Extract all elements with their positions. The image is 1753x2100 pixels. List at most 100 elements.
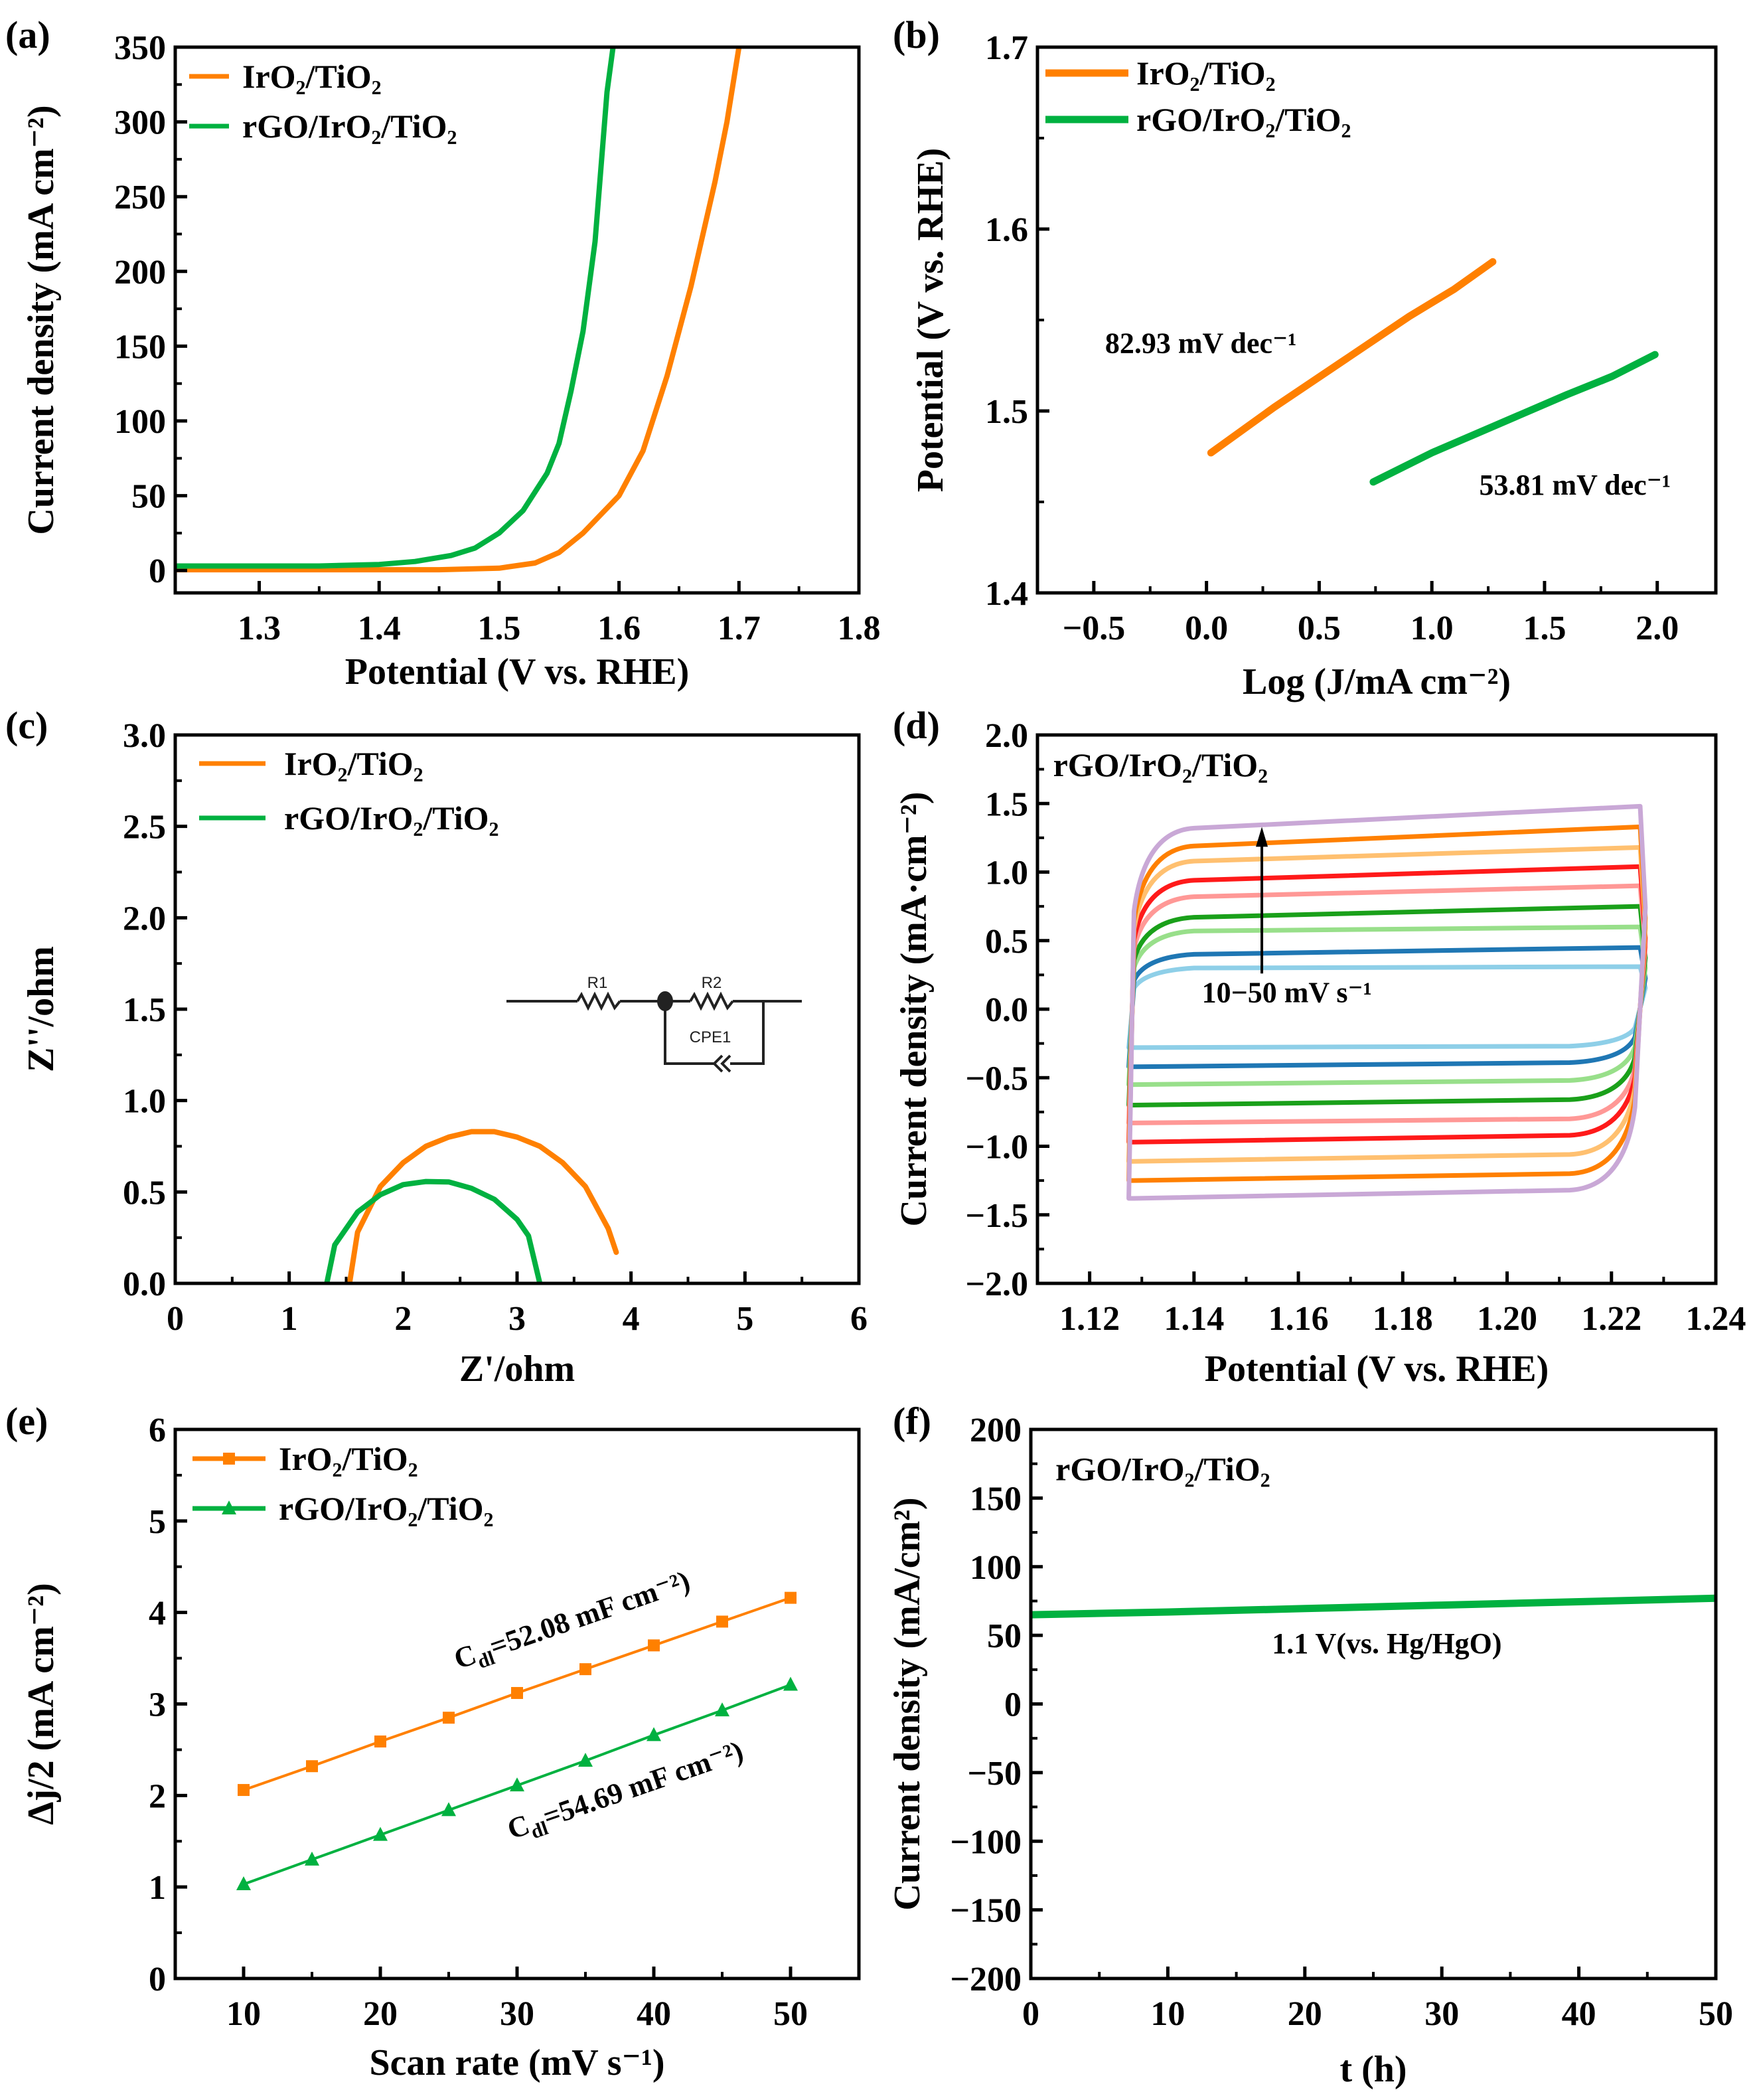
axes-frame — [1035, 733, 1718, 1285]
data-point-rgo-iro2-tio2 — [647, 1727, 661, 1741]
data-point-rgo-iro2-tio2 — [510, 1777, 524, 1792]
cdl-annotation: Cdl=54.69 mF cm⁻²) — [503, 1734, 749, 1850]
y-tick-label: 6 — [149, 1412, 166, 1449]
axes-frame — [173, 45, 861, 595]
y-tick-label: 0 — [1004, 1686, 1022, 1724]
y-tick-label: 4 — [149, 1595, 166, 1633]
x-axis-title: Potential (V vs. RHE) — [1205, 1348, 1549, 1390]
x-tick-label: 1.18 — [1373, 1300, 1433, 1338]
x-tick-label: 1.16 — [1268, 1300, 1329, 1338]
data-point-rgo-iro2-tio2 — [236, 1876, 251, 1891]
tafel-slope-iro2: 82.93 mV dec⁻¹ — [1105, 327, 1297, 359]
data-point-iro2-tio2 — [716, 1615, 728, 1628]
data-point-iro2-tio2 — [238, 1784, 250, 1797]
y-tick-label: −1.5 — [965, 1197, 1028, 1235]
y-tick-label: 1.6 — [985, 211, 1028, 249]
x-tick-label: 5 — [736, 1300, 753, 1338]
x-tick-label: 2.0 — [1636, 609, 1679, 647]
y-tick-label: 0 — [149, 1961, 166, 1998]
cv-curve-50-mv-s — [1126, 803, 1648, 1201]
plot-area — [175, 47, 742, 573]
axes-frame — [173, 1427, 861, 1980]
x-tick-label: 20 — [363, 1995, 398, 2033]
y-tick-label: 300 — [114, 104, 166, 142]
x-tick-label: 3 — [508, 1300, 526, 1338]
data-point-rgo-iro2-tio2 — [373, 1826, 388, 1841]
plot-area — [1031, 1594, 1716, 1619]
x-tick-label: 0.5 — [1298, 609, 1341, 647]
x-tick-label: 1.3 — [238, 609, 281, 647]
y-tick-label: 1.0 — [123, 1083, 166, 1121]
panel-label: (a) — [5, 13, 50, 56]
series-line-rgo-iro2-tio2 — [1369, 351, 1659, 486]
legend-label: IrO₂/TiO₂ — [1136, 54, 1276, 92]
y-tick-label: −100 — [950, 1823, 1022, 1861]
y-tick-label: 1.0 — [985, 854, 1028, 892]
y-axis-title: Current density (mA cm⁻²) — [21, 105, 62, 534]
x-tick-label: 40 — [637, 1995, 671, 2033]
plot-area — [324, 1129, 619, 1283]
series-line-iro2-tio2 — [346, 1129, 619, 1283]
sample-label: rGO/IrO₂/TiO₂ — [1055, 1450, 1270, 1487]
circuit-label-r1: R1 — [587, 974, 608, 992]
x-tick-label: 1.14 — [1164, 1300, 1224, 1338]
series-line-rgo-iro2-tio2 — [175, 47, 616, 569]
x-tick-label: 20 — [1288, 1995, 1322, 2033]
x-tick-label: 1.8 — [838, 609, 881, 647]
data-point-iro2-tio2 — [443, 1712, 455, 1724]
data-point-iro2-tio2 — [579, 1663, 591, 1676]
legend-label: IrO₂/TiO₂ — [279, 1440, 418, 1477]
plot-area — [1207, 258, 1659, 486]
data-point-rgo-iro2-tio2 — [578, 1752, 593, 1767]
x-tick-label: 30 — [500, 1995, 534, 2033]
data-point-rgo-iro2-tio2 — [783, 1676, 798, 1691]
cdl-value: =54.69 mF cm⁻²) — [539, 1734, 747, 1833]
y-tick-label: 5 — [149, 1503, 166, 1541]
tafel-slope-rgo: 53.81 mV dec⁻¹ — [1479, 469, 1671, 501]
y-axis-title: Current density (mA·cm⁻²) — [893, 792, 935, 1227]
series-line-iro2-tio2 — [175, 47, 742, 573]
x-tick-label: 2 — [394, 1300, 412, 1338]
y-tick-label: 100 — [114, 403, 166, 441]
y-tick-label: 3.0 — [123, 717, 166, 755]
x-tick-label: 50 — [1699, 1995, 1733, 2033]
x-tick-label: −0.5 — [1063, 609, 1126, 647]
y-tick-label: 150 — [114, 328, 166, 366]
x-axis-title: Potential (V vs. RHE) — [345, 651, 690, 692]
data-point-rgo-iro2-tio2 — [305, 1851, 319, 1866]
x-tick-label: 1 — [281, 1300, 298, 1338]
resistor-r1-icon — [576, 991, 621, 1011]
y-tick-label: 350 — [114, 29, 166, 67]
y-tick-label: 0.5 — [123, 1174, 166, 1212]
y-tick-label: 1 — [149, 1869, 166, 1907]
x-tick-label: 1.5 — [1523, 609, 1566, 647]
scan-rate-label: 10−50 mV s⁻¹ — [1202, 977, 1372, 1009]
panel-f: (f) 0 10 20 30 40 50 −200 −150 −100 −50 0 50 100 150 20… — [887, 1400, 1733, 2090]
data-point-rgo-iro2-tio2 — [441, 1802, 456, 1817]
x-tick-label: 10 — [226, 1995, 261, 2033]
panel-d: (d) 1.12 1.14 1.16 1.18 1.20 1.22 1.24 −2.0 −1.5 −… — [893, 704, 1746, 1390]
series-line-iro2-tio2 — [1031, 1594, 1716, 1619]
panel-a: (a) 1.3 1.4 1.5 1.6 1.7 1.8 0 50 100 150 200 250 300 3… — [5, 13, 881, 692]
y-tick-label: 2.0 — [985, 717, 1028, 755]
y-tick-label: 2.5 — [123, 809, 166, 847]
axes-frame — [1029, 1427, 1718, 1980]
y-tick-label: 50 — [131, 478, 166, 516]
panel-c: (c) 0 1 2 3 4 5 6 0.0 0.5 1.0 1.5 2.0 2.5 3.0 Z'/ohm Z''… — [5, 704, 868, 1390]
x-tick-label: 1.24 — [1686, 1300, 1746, 1338]
data-point-iro2-tio2 — [306, 1760, 318, 1773]
equivalent-circuit-inset — [506, 991, 802, 1073]
y-tick-label: 0.5 — [985, 923, 1028, 961]
x-tick-label: 1.22 — [1581, 1300, 1641, 1338]
x-tick-label: 30 — [1424, 1995, 1459, 2033]
y-tick-label: 50 — [987, 1617, 1022, 1655]
legend-label: IrO₂/TiO₂ — [242, 58, 382, 95]
data-point-iro2-tio2 — [648, 1639, 660, 1652]
x-tick-label: 0 — [1022, 1995, 1039, 2033]
x-axis-title: Z'/ohm — [459, 1348, 575, 1390]
x-tick-label: 1.4 — [358, 609, 401, 647]
cpe-element-icon — [664, 1001, 765, 1073]
legend-label: rGO/IrO₂/TiO₂ — [284, 799, 499, 837]
y-tick-label: 2.0 — [123, 900, 166, 937]
series-line-rgo-iro2-tio2 — [324, 1178, 543, 1283]
